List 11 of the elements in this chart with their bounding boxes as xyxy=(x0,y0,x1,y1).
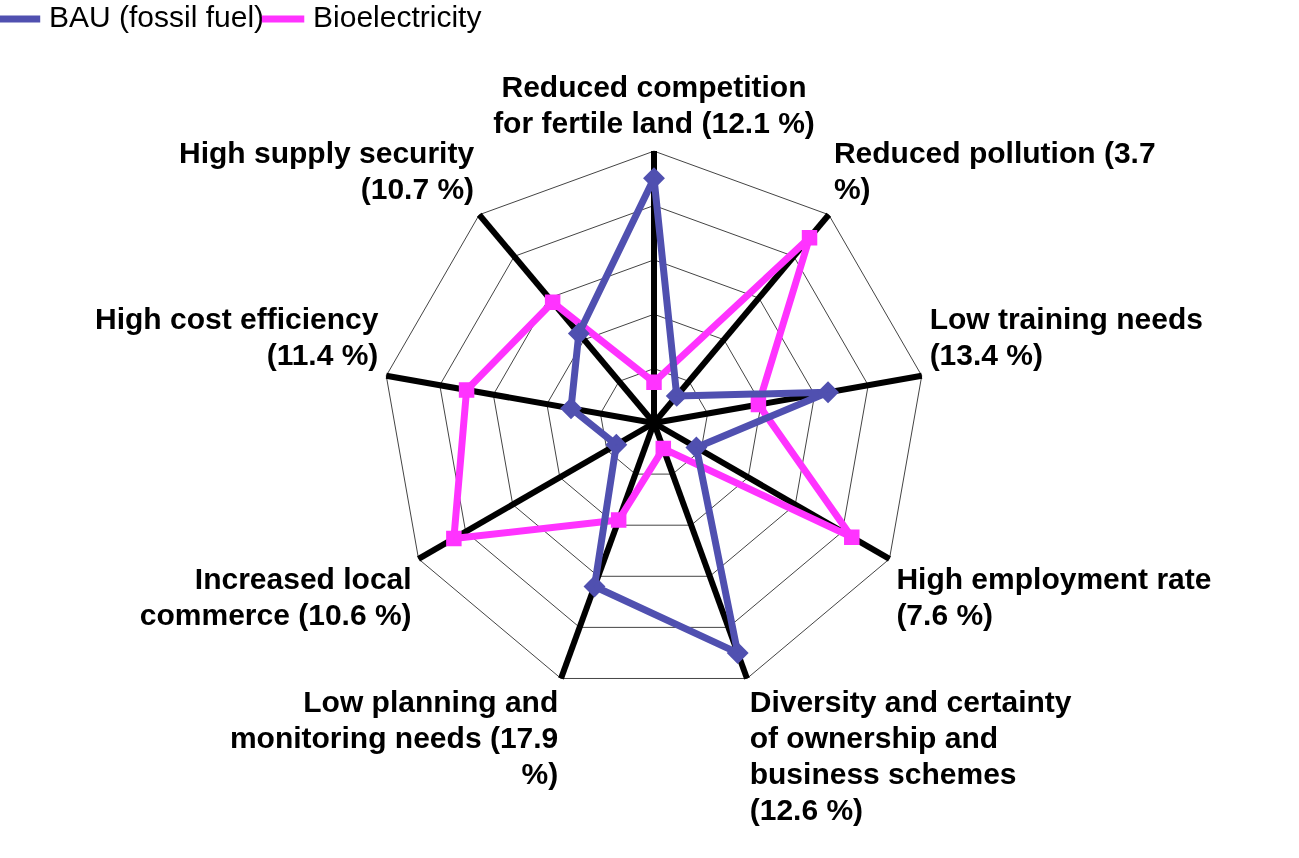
legend-label: BAU (fossil fuel) xyxy=(49,0,265,34)
spoke-label: Increased local commerce (10.6 %) xyxy=(139,562,412,632)
spoke-label: Reduced competition for fertile land (12.1 %) xyxy=(493,70,815,140)
spoke-label: High supply security (10.7 %) xyxy=(179,135,475,205)
spoke-label: High cost efficiency (11.4 %) xyxy=(94,301,379,371)
spoke-label: High employment rate (7.6 %) xyxy=(896,562,1212,632)
spoke-label: Reduced pollution (3.7 %) xyxy=(833,135,1156,205)
spoke-label: Diversity and certainty of ownership and business schemes (12.6 %) xyxy=(749,685,1072,827)
spoke-label: Low training needs (13.4 %) xyxy=(929,301,1203,371)
legend-label: Bioelectricity xyxy=(313,0,482,34)
spoke-label: Low planning and monitoring needs (17.9 %) xyxy=(229,685,559,791)
